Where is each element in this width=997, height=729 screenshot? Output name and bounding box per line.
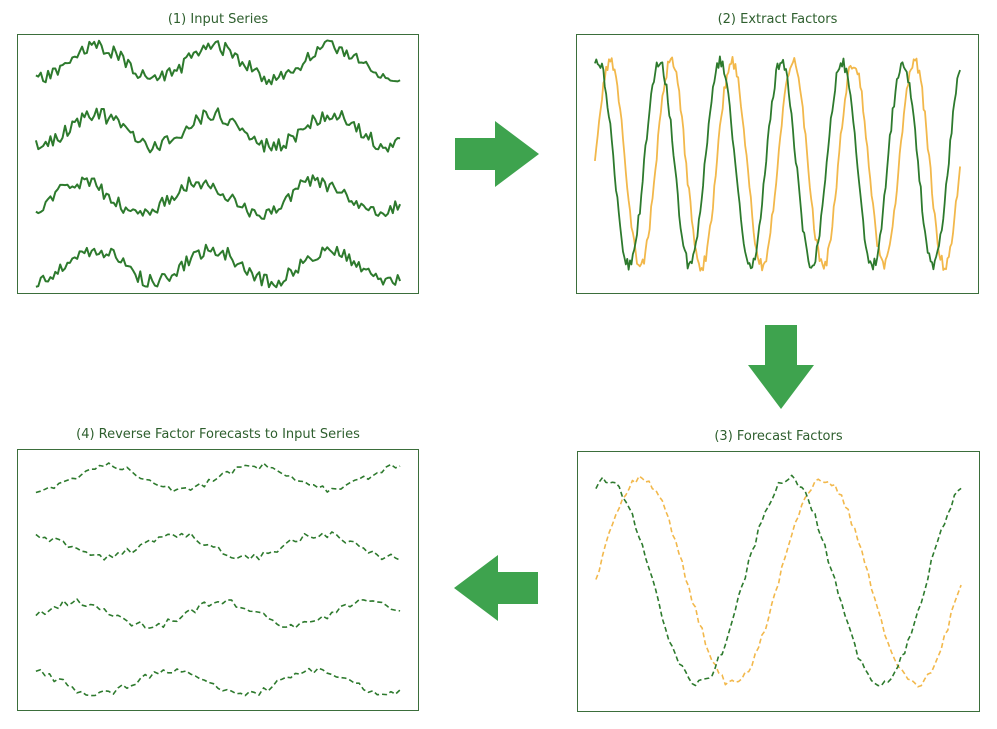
panel-title: (4) Reverse Factor Forecasts to Input Se… <box>17 427 419 442</box>
plot-frame <box>576 34 979 294</box>
panel-input-series: (1) Input Series <box>17 34 419 294</box>
plot-frame <box>577 451 980 712</box>
plot-frame <box>17 449 419 711</box>
extract-factors-plot <box>577 35 978 293</box>
arrow-down-icon <box>748 325 814 409</box>
input-series-line <box>36 108 400 152</box>
input-series-line <box>36 599 400 628</box>
input-series-line <box>36 668 400 695</box>
panel-reverse-forecasts: (4) Reverse Factor Forecasts to Input Se… <box>17 449 419 711</box>
plot-frame <box>17 34 419 294</box>
input-series-line <box>36 532 400 560</box>
panel-title: (1) Input Series <box>17 12 419 27</box>
panel-title: (2) Extract Factors <box>576 12 979 27</box>
panel-title: (3) Forecast Factors <box>577 429 980 444</box>
panel-extract-factors: (2) Extract Factors <box>576 34 979 294</box>
input-series-plot <box>18 35 418 293</box>
forecast-factors-plot <box>578 452 979 711</box>
reverse-forecasts-plot <box>18 450 418 710</box>
input-series-line <box>36 463 400 492</box>
factor-line-orange <box>595 57 960 271</box>
arrow-left-icon <box>454 555 538 621</box>
input-series-line <box>36 175 400 219</box>
panel-forecast-factors: (3) Forecast Factors <box>577 451 980 712</box>
input-series-line <box>36 245 400 287</box>
arrow-right-icon <box>455 121 539 187</box>
input-series-line <box>36 40 400 84</box>
factor-line-orange <box>596 476 961 687</box>
